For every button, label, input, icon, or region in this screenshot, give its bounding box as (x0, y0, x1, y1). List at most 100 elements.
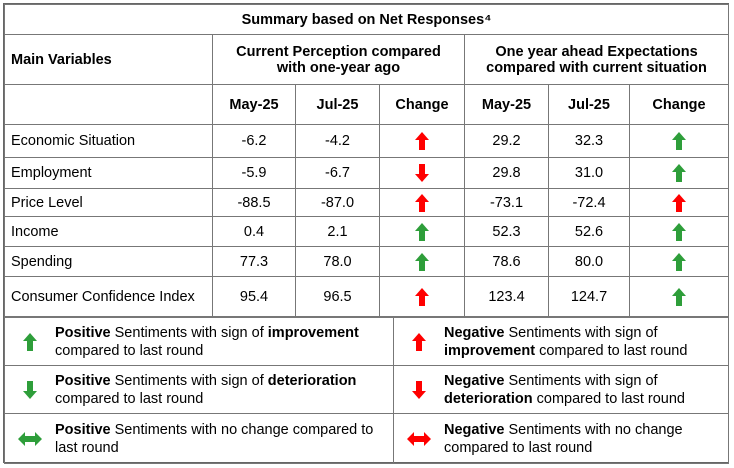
arrow-up (415, 287, 429, 306)
legend-part: Negative (444, 372, 505, 389)
value-cell: 96.5 (295, 276, 380, 317)
value-cell: 80.0 (548, 246, 630, 277)
arrow-up-green (23, 332, 37, 351)
legend-part: compared to last round (532, 390, 685, 407)
arrow-up (415, 222, 429, 241)
data-table: Summary based on Net Responses⁴ Main Var… (3, 4, 730, 317)
value-cell: -87.0 (295, 188, 380, 217)
change-cell (379, 124, 465, 158)
legend-text: Positive Sentiments with sign of improve… (55, 324, 393, 360)
value-cell: 124.7 (548, 276, 630, 317)
legend-part: improvement (444, 342, 536, 359)
arrow-up (672, 193, 686, 212)
subheader: Jul-25 (295, 84, 380, 125)
row-label: Price Level (4, 188, 213, 217)
value-cell: -88.5 (212, 188, 296, 217)
legend-part: improvement (267, 324, 359, 341)
value-cell: -6.2 (212, 124, 296, 158)
legend-part: Negative (444, 421, 505, 438)
legend-part: compared to last round (55, 342, 204, 359)
row: Consumer Confidence Index 95.4 96.5 123.4 12… (4, 276, 730, 317)
subheader: May-25 (464, 84, 549, 125)
value-cell: 78.0 (295, 246, 380, 277)
arrow-up (672, 252, 686, 271)
value-cell: -4.2 (295, 124, 380, 158)
value-cell: -73.1 (464, 188, 549, 217)
legend-part: Positive (55, 372, 111, 389)
change-cell (628, 188, 730, 217)
legend-text: Negative Sentiments with sign of improve… (444, 324, 728, 360)
legend-part: compared to last round (55, 390, 204, 407)
row: Income 0.4 2.1 52.3 52.6 (4, 216, 730, 247)
change-cell (379, 246, 465, 277)
change-cell (379, 188, 465, 217)
arrow-up (672, 222, 686, 241)
subheader: May-25 (212, 84, 296, 125)
value-cell: 31.0 (548, 157, 630, 189)
legend-part: deterioration (267, 372, 357, 389)
row-label: Spending (4, 246, 213, 277)
arrow-down-green (23, 380, 37, 399)
legend-part: Sentiments with sign of (504, 324, 658, 341)
value-cell: -6.7 (295, 157, 380, 189)
legend-part: Sentiments with no change compared to la… (444, 421, 683, 456)
value-cell: -72.4 (548, 188, 630, 217)
legend-text: Positive Sentiments with sign of deterio… (55, 372, 393, 408)
legend-part: deterioration (444, 390, 533, 407)
change-cell (628, 246, 730, 277)
change-cell (379, 216, 465, 247)
value-cell: 32.3 (548, 124, 630, 158)
value-cell: 29.8 (464, 157, 549, 189)
header-current: Current Perception compared with one-yea… (212, 34, 465, 85)
value-cell: 77.3 (212, 246, 296, 277)
arrow-up (672, 287, 686, 306)
legend-part: Sentiments with sign of (110, 324, 268, 341)
legend-part: Sentiments with no change compared to la… (55, 421, 374, 456)
arrow-both-red (407, 431, 431, 446)
value-cell: 78.6 (464, 246, 549, 277)
header-main: Main Variables (4, 34, 213, 85)
row: Price Level -88.5 -87.0 -73.1 -72.4 (4, 188, 730, 217)
arrow-down-red (412, 380, 426, 399)
value-cell: 52.3 (464, 216, 549, 247)
row: Economic Situation -6.2 -4.2 29.2 32.3 (4, 124, 730, 158)
rows: Economic Situation -6.2 -4.2 29.2 32.3 Employ… (4, 124, 730, 317)
subheader: Jul-25 (548, 84, 630, 125)
row-label: Income (4, 216, 213, 247)
blank (4, 84, 213, 125)
value-cell: 95.4 (212, 276, 296, 317)
legend-part: Negative (444, 324, 505, 341)
row-label: Consumer Confidence Index (4, 276, 213, 317)
change-cell (379, 276, 465, 317)
summary-table: Summary based on Net Responses⁴ Main Var… (3, 3, 730, 464)
row-label: Employment (4, 157, 213, 189)
legend-part: Sentiments with sign of (110, 372, 268, 389)
legend-text: Negative Sentiments with no change compa… (444, 421, 728, 457)
legend-part: compared to last round (535, 342, 688, 359)
value-cell: 123.4 (464, 276, 549, 317)
arrow-down (415, 164, 429, 182)
change-cell (379, 157, 465, 189)
row: Spending 77.3 78.0 78.6 80.0 (4, 246, 730, 277)
legend-part: Positive (55, 324, 111, 341)
arrow-up (415, 193, 429, 212)
legend-part: Sentiments with sign of (504, 372, 658, 389)
legend-part: Positive (55, 421, 111, 438)
value-cell: 52.6 (548, 216, 630, 247)
change-cell (628, 157, 730, 189)
title: Summary based on Net Responses⁴ (3, 4, 730, 35)
subheader: Change (628, 84, 730, 125)
row: Employment -5.9 -6.7 29.8 31.0 (4, 157, 730, 189)
legend-text: Negative Sentiments with sign of deterio… (444, 372, 728, 408)
arrow-both-green (18, 431, 42, 446)
row-label: Economic Situation (4, 124, 213, 158)
change-cell (628, 276, 730, 317)
value-cell: 0.4 (212, 216, 296, 247)
arrow-up-red (412, 332, 426, 351)
subheader: Change (379, 84, 465, 125)
arrow-up (672, 132, 686, 150)
value-cell: 29.2 (464, 124, 549, 158)
arrow-up (672, 164, 686, 182)
arrow-up (415, 252, 429, 271)
